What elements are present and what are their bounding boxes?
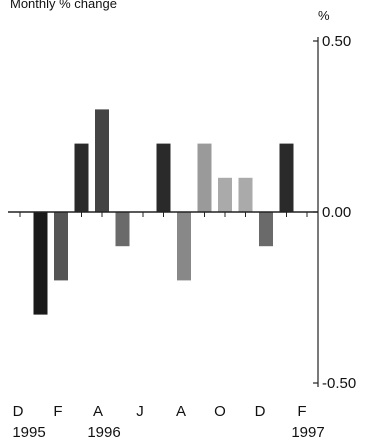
x-month-label: F xyxy=(53,403,62,420)
y-axis-unit-label: % xyxy=(318,8,330,23)
bar-apr-1996 xyxy=(95,109,109,212)
bar-feb-1996 xyxy=(54,212,68,281)
x-month-label: F xyxy=(297,403,306,420)
y-ticks-group: 0.50 0.00 -0.50 xyxy=(313,33,356,392)
bar-may-1996 xyxy=(115,212,130,247)
bar-jan-1997 xyxy=(279,143,294,212)
x-year-label: 1996 xyxy=(87,424,120,441)
x-month-label: J xyxy=(136,403,144,420)
x-year-label: 1997 xyxy=(291,424,324,441)
y-tick-label: 0.50 xyxy=(322,33,351,50)
bar-jul-1996 xyxy=(156,143,171,212)
bar-nov-1996 xyxy=(238,177,253,212)
x-month-label: A xyxy=(93,403,103,420)
chart-title: Monthly % change xyxy=(10,0,117,11)
y-tick-label: -0.50 xyxy=(322,375,356,392)
bar-jan-1996 xyxy=(33,212,48,315)
x-month-label: A xyxy=(176,403,186,420)
bars-group xyxy=(19,109,308,315)
x-month-label: D xyxy=(13,403,24,420)
y-tick-label: 0.00 xyxy=(322,204,351,221)
x-labels-group: D 1995 F A 1996 J A O D F 1997 xyxy=(12,403,324,441)
bar-mar-1996 xyxy=(74,143,89,212)
x-year-label: 1995 xyxy=(12,424,45,441)
bar-oct-1996 xyxy=(218,177,232,212)
x-month-label: D xyxy=(255,403,266,420)
bar-sep-1996 xyxy=(197,143,212,212)
bar-aug-1996 xyxy=(177,212,191,281)
x-month-label: O xyxy=(214,403,226,420)
bar-dec-1996 xyxy=(259,212,273,247)
